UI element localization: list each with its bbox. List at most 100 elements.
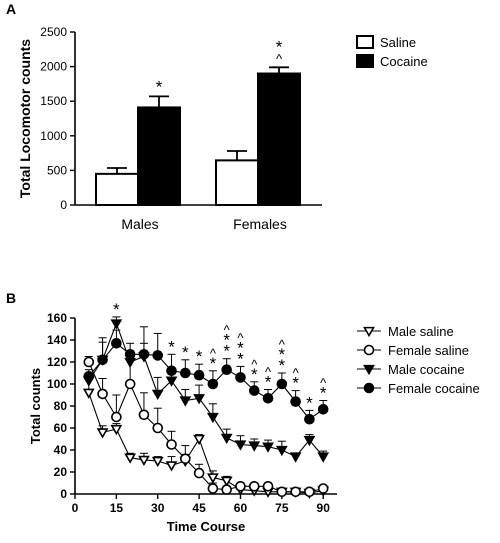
legend-marker — [363, 364, 375, 376]
significance-star: * — [265, 373, 272, 392]
legend-swatch — [356, 54, 374, 68]
data-point — [248, 480, 260, 492]
data-point — [97, 354, 108, 366]
legend-label: Male saline — [388, 324, 454, 339]
significance-caret: ^ — [210, 346, 217, 361]
data-point — [179, 396, 192, 407]
x-axis-label: Time Course — [167, 519, 246, 534]
legend-swatch — [356, 35, 374, 49]
significance-caret: ^ — [320, 376, 327, 391]
data-point — [235, 480, 246, 492]
bar — [215, 159, 259, 206]
y-tick-label: 80 — [54, 399, 68, 413]
significance-star: * — [156, 77, 163, 96]
y-tick-label: 0 — [60, 487, 67, 501]
data-point — [193, 467, 205, 479]
significance-star: * — [237, 349, 244, 368]
significance-star: * — [306, 393, 313, 412]
data-point — [303, 435, 316, 447]
legend-label: Female saline — [388, 343, 469, 358]
data-point — [166, 439, 177, 450]
y-tick-label: 0 — [60, 198, 67, 212]
data-point — [152, 350, 164, 361]
y-tick-label: 1000 — [40, 129, 67, 143]
data-point — [235, 372, 246, 383]
data-point — [83, 370, 95, 382]
panel-b: B 0 20 40 60 80 100 120 140 160 0 15 30 45 60 75 90 Time … — [6, 290, 480, 534]
significance-star: * — [292, 374, 299, 393]
data-point — [97, 388, 108, 400]
x-tick-label: 60 — [234, 501, 248, 515]
data-point — [207, 412, 219, 424]
significance-star: * — [279, 345, 286, 364]
data-point — [124, 378, 136, 390]
data-point — [290, 486, 301, 498]
significance-caret: ^ — [237, 330, 244, 345]
data-point — [304, 413, 315, 425]
data-point — [124, 453, 137, 464]
data-point — [262, 480, 274, 492]
data-point — [262, 442, 274, 453]
y-tick-label: 2500 — [40, 25, 67, 39]
y-tick-label: 100 — [47, 377, 67, 391]
data-point — [96, 428, 109, 439]
data-point — [166, 365, 177, 377]
data-point — [221, 364, 232, 376]
bar — [257, 72, 301, 206]
data-point — [151, 456, 164, 468]
y-tick-label: 1500 — [40, 94, 67, 108]
data-point — [110, 424, 123, 436]
significance-star: * — [251, 365, 258, 384]
data-point — [193, 434, 205, 446]
y-tick-label: 60 — [54, 421, 68, 435]
data-point — [289, 452, 302, 463]
y-tick-label: 20 — [54, 465, 68, 479]
data-point — [82, 388, 95, 399]
significance-caret: ^ — [224, 323, 231, 338]
data-point — [124, 357, 137, 369]
data-point — [276, 486, 288, 498]
data-point — [207, 483, 219, 494]
y-tick-label: 500 — [47, 163, 67, 177]
legend-marker — [363, 344, 375, 356]
data-point — [221, 484, 232, 495]
significance-caret: ^ — [293, 366, 300, 381]
x-tick-label: 0 — [72, 501, 79, 515]
x-tick-label: 15 — [110, 501, 124, 515]
significance-caret: ^ — [279, 337, 286, 352]
data-point — [111, 411, 122, 423]
significance-star: * — [279, 356, 286, 375]
data-point — [304, 486, 315, 498]
y-tick-label: 160 — [47, 311, 67, 325]
series-2 — [83, 350, 329, 498]
data-point — [110, 319, 123, 330]
significance-star: * — [237, 338, 244, 357]
y-axis-label: Total Locomotor counts — [17, 39, 33, 198]
data-point — [317, 403, 329, 415]
significance-caret: ^ — [265, 365, 272, 380]
series-4 — [83, 326, 329, 425]
data-point — [220, 433, 233, 445]
significance-star: * — [320, 384, 327, 403]
data-point — [152, 422, 164, 434]
x-tick-label: Males — [121, 216, 158, 232]
x-tick-label: 75 — [275, 501, 289, 515]
data-point — [234, 440, 247, 451]
data-point — [193, 369, 205, 381]
y-tick-label: 2000 — [40, 60, 67, 74]
x-tick-label: 30 — [151, 501, 165, 515]
data-point — [220, 476, 233, 487]
significance-caret: ^ — [276, 51, 283, 66]
series-1 — [82, 379, 330, 500]
legend-label: Female cocaine — [388, 381, 480, 396]
series-line — [88, 361, 324, 493]
y-axis-label: Total counts — [28, 368, 43, 444]
significance-star: * — [223, 331, 230, 350]
data-point — [124, 348, 136, 360]
significance-caret: ^ — [251, 357, 258, 372]
data-point — [180, 453, 191, 465]
significance-star: * — [113, 300, 120, 319]
data-point — [290, 396, 301, 407]
x-tick-label: 90 — [317, 501, 331, 515]
